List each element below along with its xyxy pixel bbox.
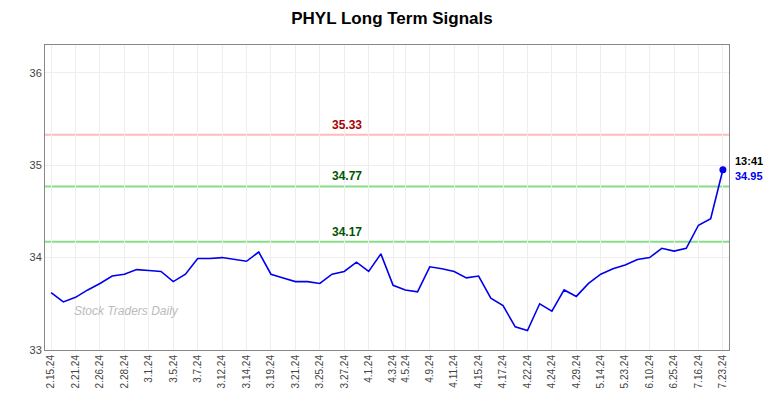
svg-text:3.25.24: 3.25.24 — [314, 355, 325, 389]
svg-text:6.25.24: 6.25.24 — [668, 355, 679, 389]
svg-text:6.10.24: 6.10.24 — [644, 355, 655, 389]
svg-text:34.17: 34.17 — [332, 225, 362, 239]
svg-text:3.12.24: 3.12.24 — [216, 355, 227, 389]
svg-text:3.14.24: 3.14.24 — [241, 355, 252, 389]
svg-text:33: 33 — [30, 344, 42, 356]
svg-text:5.14.24: 5.14.24 — [595, 355, 606, 389]
svg-text:3.21.24: 3.21.24 — [290, 355, 301, 389]
svg-text:3.5.24: 3.5.24 — [168, 355, 179, 383]
svg-text:2.26.24: 2.26.24 — [94, 355, 105, 389]
svg-text:4.9.24: 4.9.24 — [424, 355, 435, 383]
svg-text:35: 35 — [30, 159, 42, 171]
svg-text:4.15.24: 4.15.24 — [473, 355, 484, 389]
svg-text:2.15.24: 2.15.24 — [45, 355, 56, 389]
svg-text:4.3.24: 4.3.24 — [387, 355, 398, 383]
svg-text:4.24.24: 4.24.24 — [546, 355, 557, 389]
svg-text:34.95: 34.95 — [735, 170, 763, 182]
svg-text:34: 34 — [30, 251, 42, 263]
svg-text:Stock Traders Daily: Stock Traders Daily — [74, 304, 179, 318]
svg-text:2.28.24: 2.28.24 — [119, 355, 130, 389]
svg-text:2.21.24: 2.21.24 — [70, 355, 81, 389]
svg-text:35.33: 35.33 — [332, 118, 362, 132]
svg-text:7.23.24: 7.23.24 — [717, 355, 728, 389]
svg-text:PHYL Long Term Signals: PHYL Long Term Signals — [291, 9, 493, 28]
svg-text:36: 36 — [30, 67, 42, 79]
svg-text:4.1.24: 4.1.24 — [363, 355, 374, 383]
svg-text:3.27.24: 3.27.24 — [339, 355, 350, 389]
svg-text:4.22.24: 4.22.24 — [522, 355, 533, 389]
svg-text:4.5.24: 4.5.24 — [400, 355, 411, 383]
svg-text:4.11.24: 4.11.24 — [448, 355, 459, 388]
svg-text:3.19.24: 3.19.24 — [265, 355, 276, 389]
svg-text:4.29.24: 4.29.24 — [571, 355, 582, 389]
svg-text:13:41: 13:41 — [735, 155, 763, 167]
svg-text:34.77: 34.77 — [332, 169, 362, 183]
svg-text:4.17.24: 4.17.24 — [497, 355, 508, 389]
svg-text:5.23.24: 5.23.24 — [619, 355, 630, 389]
svg-text:3.1.24: 3.1.24 — [143, 355, 154, 383]
svg-text:3.7.24: 3.7.24 — [192, 355, 203, 383]
svg-text:7.16.24: 7.16.24 — [693, 355, 704, 389]
